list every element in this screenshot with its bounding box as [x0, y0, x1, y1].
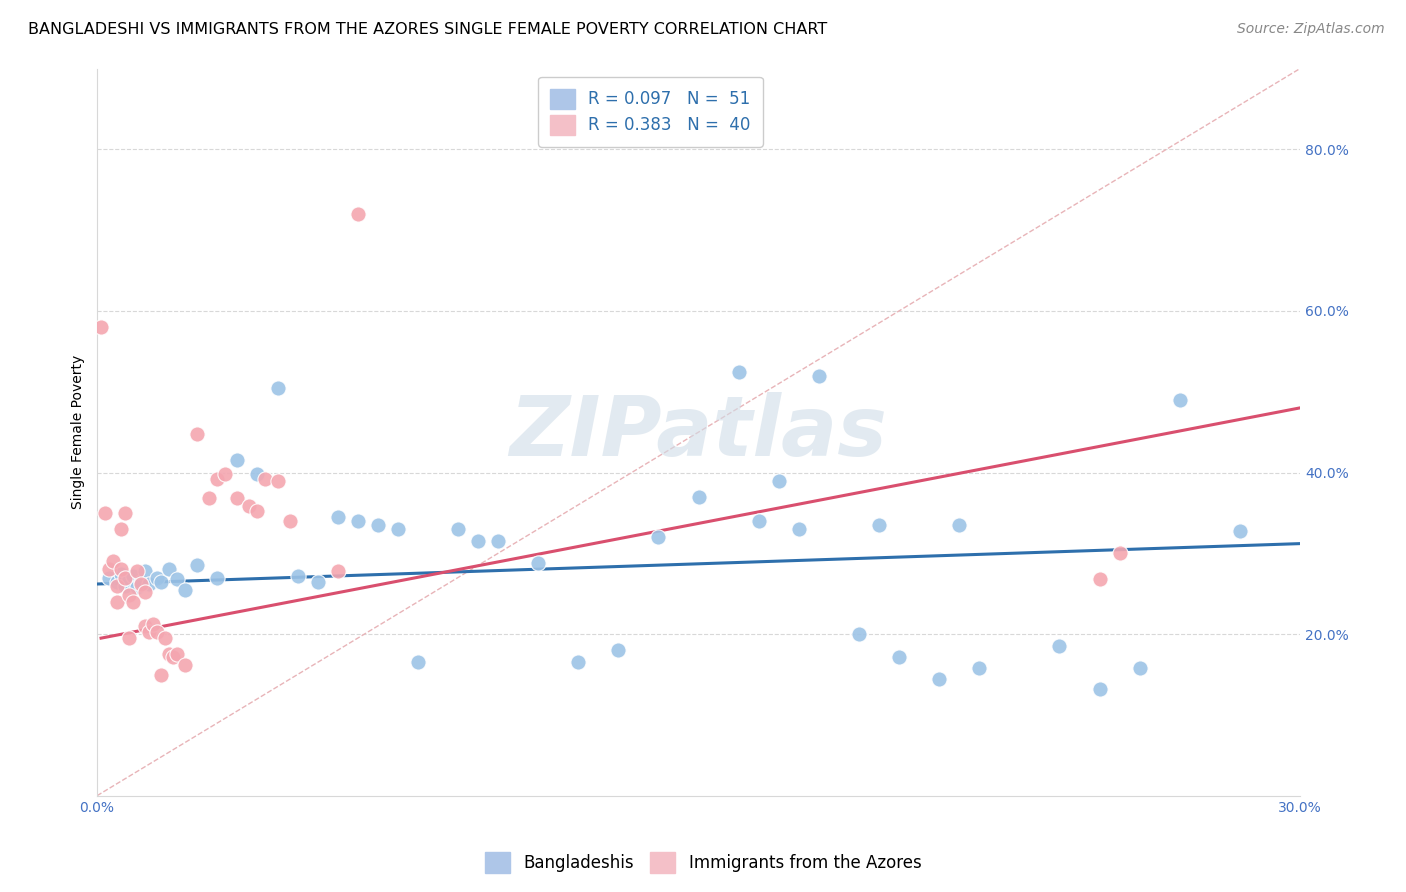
Point — [105, 579, 128, 593]
Point — [727, 364, 749, 378]
Point — [207, 472, 229, 486]
Point — [1108, 546, 1130, 560]
Point — [157, 648, 180, 662]
Point — [110, 562, 132, 576]
Point — [254, 472, 277, 486]
Point — [768, 474, 790, 488]
Point — [138, 577, 160, 591]
Point — [307, 574, 329, 589]
Point — [887, 649, 910, 664]
Point — [155, 631, 177, 645]
Point — [278, 514, 301, 528]
Point — [214, 467, 236, 482]
Point — [928, 672, 950, 686]
Point — [226, 453, 249, 467]
Point — [122, 595, 145, 609]
Text: BANGLADESHI VS IMMIGRANTS FROM THE AZORES SINGLE FEMALE POVERTY CORRELATION CHAR: BANGLADESHI VS IMMIGRANTS FROM THE AZORE… — [28, 22, 827, 37]
Point — [1088, 572, 1111, 586]
Point — [98, 562, 121, 576]
Point — [387, 522, 409, 536]
Point — [1229, 524, 1251, 538]
Text: Source: ZipAtlas.com: Source: ZipAtlas.com — [1237, 22, 1385, 37]
Point — [129, 577, 152, 591]
Point — [118, 572, 141, 586]
Point — [114, 506, 136, 520]
Point — [748, 514, 770, 528]
Point — [787, 522, 810, 536]
Point — [114, 570, 136, 584]
Point — [142, 617, 165, 632]
Point — [114, 579, 136, 593]
Point — [367, 518, 389, 533]
Point — [105, 595, 128, 609]
Point — [110, 522, 132, 536]
Point — [607, 643, 630, 657]
Point — [118, 631, 141, 645]
Point — [162, 649, 184, 664]
Point — [948, 518, 970, 533]
Point — [1168, 392, 1191, 407]
Point — [186, 558, 208, 573]
Point — [346, 207, 368, 221]
Point — [150, 667, 173, 681]
Point — [90, 320, 112, 334]
Point — [138, 625, 160, 640]
Point — [447, 522, 470, 536]
Point — [266, 474, 288, 488]
Point — [848, 627, 870, 641]
Point — [807, 368, 830, 383]
Point — [486, 534, 509, 549]
Point — [127, 580, 149, 594]
Point — [122, 569, 145, 583]
Point — [1049, 639, 1071, 653]
Point — [1088, 681, 1111, 696]
Point — [166, 572, 188, 586]
Point — [166, 648, 188, 662]
Point — [868, 518, 890, 533]
Point — [266, 381, 288, 395]
Point — [346, 514, 368, 528]
Point — [105, 574, 128, 589]
Text: ZIPatlas: ZIPatlas — [509, 392, 887, 473]
Point — [688, 490, 710, 504]
Point — [198, 491, 221, 506]
Point — [174, 657, 197, 672]
Point — [127, 564, 149, 578]
Point — [134, 585, 156, 599]
Legend: Bangladeshis, Immigrants from the Azores: Bangladeshis, Immigrants from the Azores — [478, 846, 928, 880]
Point — [207, 570, 229, 584]
Point — [967, 661, 990, 675]
Point — [567, 656, 589, 670]
Point — [246, 467, 269, 482]
Point — [238, 500, 260, 514]
Point — [1129, 661, 1152, 675]
Point — [527, 556, 550, 570]
Point — [226, 491, 249, 506]
Point — [146, 570, 169, 584]
Point — [246, 504, 269, 518]
Point — [110, 566, 132, 581]
Point — [326, 564, 349, 578]
Point — [406, 656, 429, 670]
Point — [186, 426, 208, 441]
Point — [94, 506, 117, 520]
Point — [647, 530, 669, 544]
Point — [98, 570, 121, 584]
Point — [157, 562, 180, 576]
Y-axis label: Single Female Poverty: Single Female Poverty — [72, 355, 86, 509]
Point — [150, 574, 173, 589]
Point — [118, 588, 141, 602]
Point — [174, 582, 197, 597]
Point — [326, 510, 349, 524]
Point — [146, 625, 169, 640]
Point — [129, 574, 152, 589]
Legend: R = 0.097   N =  51, R = 0.383   N =  40: R = 0.097 N = 51, R = 0.383 N = 40 — [538, 77, 762, 146]
Point — [134, 619, 156, 633]
Point — [101, 554, 124, 568]
Point — [134, 564, 156, 578]
Point — [287, 569, 309, 583]
Point — [467, 534, 489, 549]
